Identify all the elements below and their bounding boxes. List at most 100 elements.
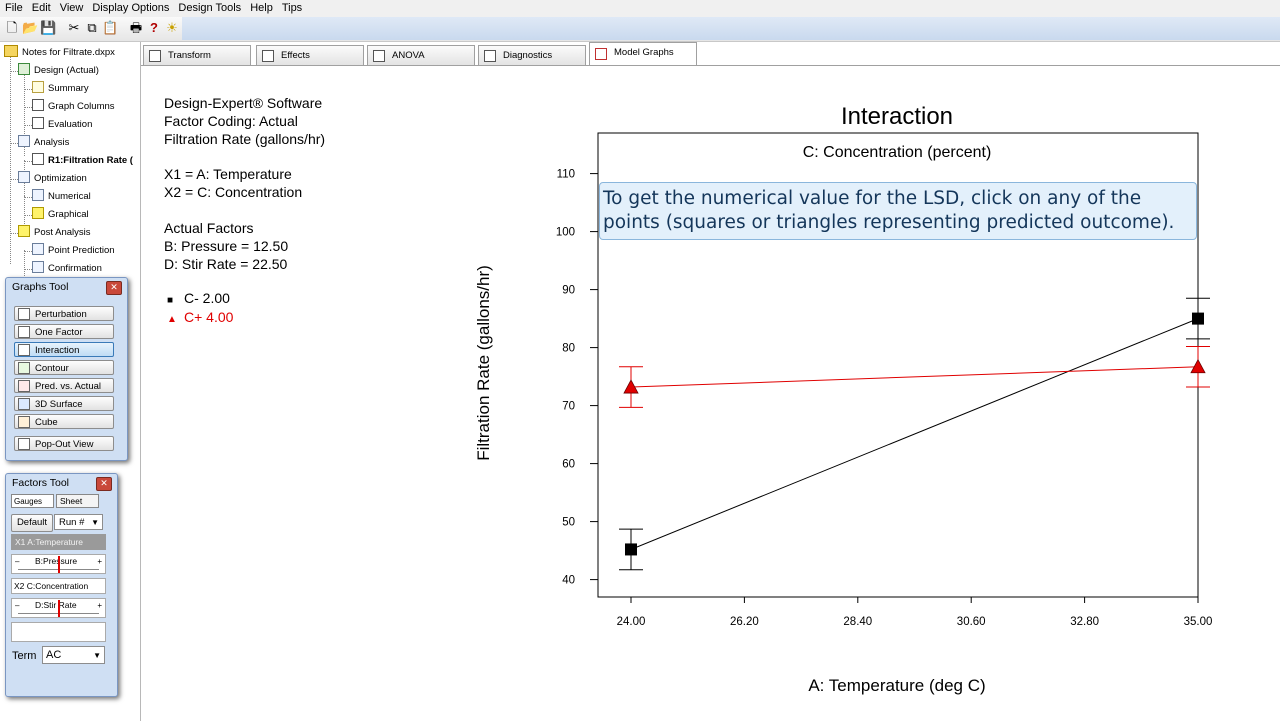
tree-item-analysis[interactable]: Analysis — [18, 135, 69, 151]
tree-connector — [10, 143, 18, 144]
stir-rate-gauge[interactable]: – D:Stir Rate + — [11, 598, 106, 618]
close-icon[interactable]: ✕ — [106, 281, 122, 295]
triangle-marker[interactable] — [1190, 358, 1206, 374]
sheet-tab[interactable]: Sheet — [56, 494, 99, 508]
menu-view[interactable]: View — [59, 2, 84, 14]
pop-out-view-button[interactable]: Pop-Out View — [14, 436, 114, 451]
tree-connector — [10, 179, 18, 180]
tree-item-label: Graph Columns — [48, 101, 115, 112]
point-prediction-icon — [32, 243, 44, 255]
paste-icon[interactable]: 📋 — [102, 20, 119, 35]
help-icon[interactable]: ? — [150, 20, 158, 35]
graph-button-label: One Factor — [35, 327, 83, 338]
y-tick-label: 100 — [556, 227, 575, 239]
tip-bulb-icon[interactable]: ☀ — [166, 20, 178, 35]
factor-x2-row[interactable]: X2 C:Concentration — [11, 578, 106, 594]
y-tick-label: 80 — [562, 343, 575, 355]
stir-rate-slider-handle[interactable] — [57, 600, 60, 617]
tab-model-graphs[interactable]: Model Graphs — [589, 42, 697, 66]
copy-icon[interactable]: ⧉ — [87, 20, 97, 35]
info-factor-coding: Factor Coding: Actual — [164, 113, 298, 129]
interaction-button[interactable]: Interaction — [14, 342, 114, 357]
tree-connector — [24, 107, 32, 108]
tree-item-label: Evaluation — [48, 119, 93, 130]
y-tick-label: 50 — [562, 517, 575, 529]
run-select[interactable]: Run # ▼ — [54, 514, 103, 530]
tree-item-post-analysis[interactable]: Post Analysis — [18, 225, 91, 241]
pressure-slider-handle[interactable] — [57, 556, 60, 573]
close-icon[interactable]: ✕ — [96, 477, 112, 491]
gauge-plus: + — [97, 601, 102, 610]
tree-item-numerical[interactable]: Numerical — [32, 189, 91, 205]
menu-file[interactable]: File — [5, 2, 23, 14]
3d-surface-icon — [18, 398, 30, 410]
callout-line-1: To get the numerical value for the LSD, … — [603, 188, 1142, 209]
pred-vs-actual-button[interactable]: Pred. vs. Actual — [14, 378, 114, 393]
tree-item-graph-columns[interactable]: Graph Columns — [32, 99, 115, 115]
tab-effects[interactable]: Effects — [256, 45, 364, 65]
tree-item-label: Numerical — [48, 191, 91, 202]
pressure-gauge[interactable]: – B:Pressure + — [11, 554, 106, 574]
interaction-icon — [18, 344, 30, 356]
tree-connector — [24, 196, 25, 232]
3d-surface-button[interactable]: 3D Surface — [14, 396, 114, 411]
tree-item-optimization[interactable]: Optimization — [18, 171, 87, 187]
info-x2: X2 = C: Concentration — [164, 184, 303, 200]
graph-button-label: Cube — [35, 417, 58, 428]
tree-item-point-prediction[interactable]: Point Prediction — [32, 243, 115, 259]
tree-connector — [24, 269, 32, 270]
default-button[interactable]: Default — [11, 514, 53, 532]
cube-button[interactable]: Cube — [14, 414, 114, 429]
gauge-minus: – — [15, 557, 20, 566]
gauges-tab[interactable]: Gauges — [11, 494, 54, 508]
contour-button[interactable]: Contour — [14, 360, 114, 375]
x-axis-label: A: Temperature (deg C) — [808, 676, 985, 695]
tab-anova[interactable]: ANOVA — [367, 45, 475, 65]
tree-item-design-actual[interactable]: Design (Actual) — [18, 63, 99, 79]
menu-tips[interactable]: Tips — [281, 2, 303, 14]
tree-root[interactable]: Notes for Filtrate.dxpx — [4, 45, 115, 61]
series-line-c-plus — [630, 366, 1199, 388]
term-select[interactable]: AC ▼ — [42, 646, 105, 664]
summary-icon — [32, 81, 44, 93]
new-file-icon[interactable]: 🗋 — [6, 20, 18, 35]
contour-icon — [18, 362, 30, 374]
info-pressure: B: Pressure = 12.50 — [164, 238, 289, 254]
x-tick-label: 32.80 — [1070, 616, 1099, 628]
print-icon[interactable]: 🖶 — [129, 20, 143, 35]
tree-item-graphical[interactable]: Graphical — [32, 207, 89, 223]
open-folder-icon[interactable]: 📂 — [22, 20, 39, 35]
tree-item-evaluation[interactable]: Evaluation — [32, 117, 92, 133]
legend-item-c-minus: ■ C- 2.00 — [167, 290, 233, 309]
graph-button-label: Perturbation — [35, 309, 87, 320]
menu-help[interactable]: Help — [250, 2, 273, 14]
y-tick-label: 60 — [562, 459, 575, 471]
square-marker[interactable] — [1192, 312, 1204, 325]
tree-connector — [24, 250, 25, 286]
one-factor-button[interactable]: One Factor — [14, 324, 114, 339]
tree-item-confirmation[interactable]: Confirmation — [32, 261, 102, 277]
model-graphs-icon — [595, 48, 607, 60]
factor-x1-row[interactable]: X1 A:Temperature — [11, 534, 106, 550]
cut-icon[interactable]: ✂ — [68, 20, 80, 35]
stir-rate-gauge-label: D:Stir Rate — [35, 600, 77, 610]
term-select-value: AC — [46, 649, 62, 661]
square-marker[interactable] — [625, 543, 637, 556]
triangle-marker[interactable] — [623, 379, 639, 394]
evaluation-icon — [32, 117, 44, 129]
tab-label: Effects — [281, 50, 310, 61]
menu-design-tools[interactable]: Design Tools — [178, 2, 242, 14]
x-tick-label: 26.20 — [730, 616, 759, 628]
sheet-tab-label: Sheet — [60, 496, 83, 506]
menu-display-options[interactable]: Display Options — [92, 2, 170, 14]
save-icon[interactable]: 💾 — [40, 20, 57, 35]
tree-item-r1-filtration-rate[interactable]: R1:Filtration Rate ( — [32, 153, 133, 169]
callout-line-2: points (squares or triangles representin… — [603, 212, 1175, 233]
perturbation-button[interactable]: Perturbation — [14, 306, 114, 321]
tab-transform[interactable]: Transform — [143, 45, 251, 65]
gauge-minus: – — [15, 601, 20, 610]
pressure-gauge-label: B:Pressure — [35, 556, 78, 566]
tab-diagnostics[interactable]: Diagnostics — [478, 45, 586, 65]
menu-edit[interactable]: Edit — [31, 2, 51, 14]
tree-item-summary[interactable]: Summary — [32, 81, 89, 97]
